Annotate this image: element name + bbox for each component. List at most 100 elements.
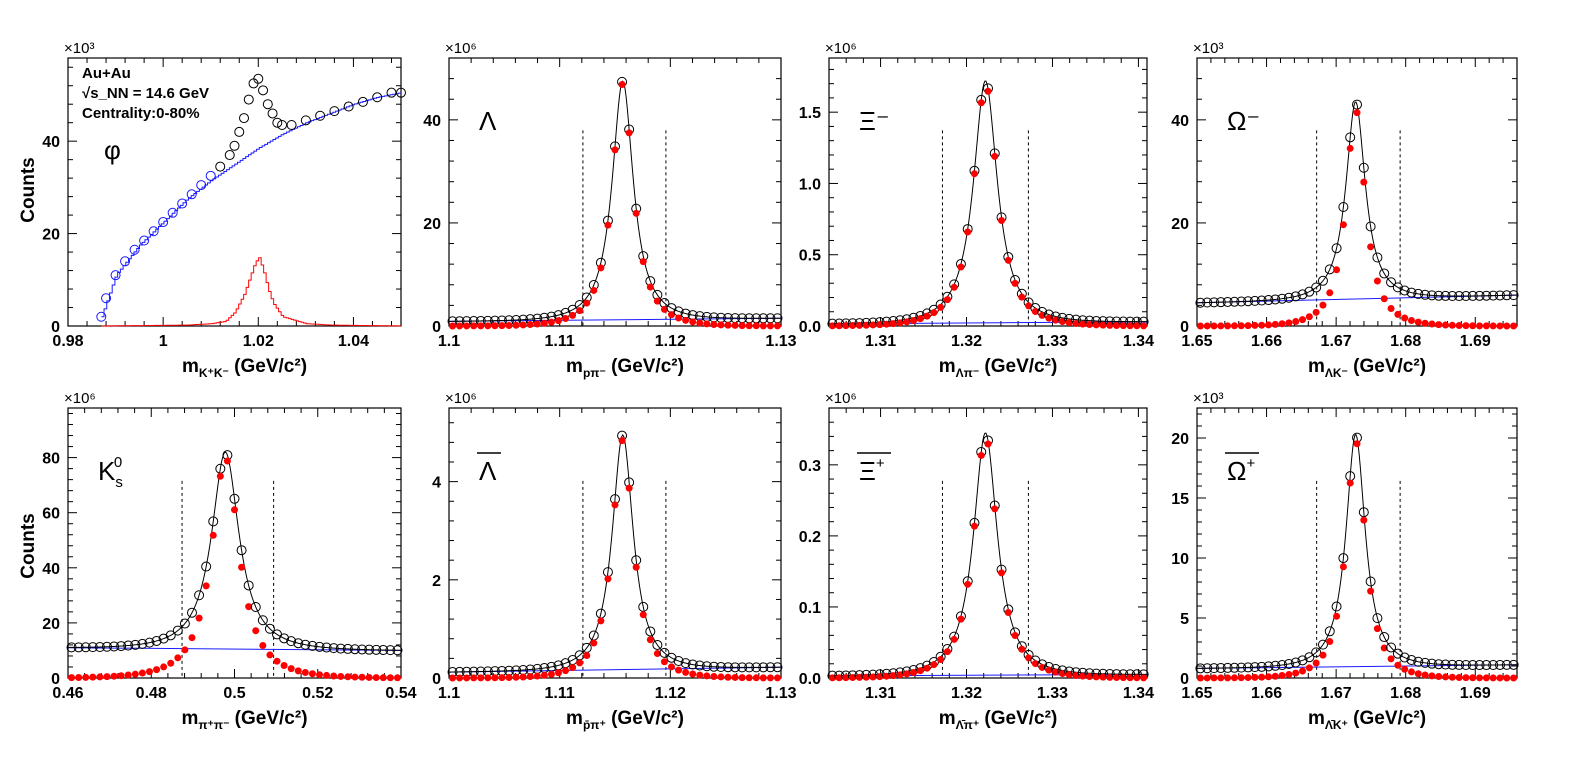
data-point-open bbox=[101, 293, 112, 304]
annotation-text: Au+Au bbox=[82, 65, 131, 82]
y-tick-label: 20 bbox=[42, 616, 60, 633]
data-point-signal bbox=[519, 321, 527, 329]
annotation-text: √s_NN = 14.6 GeV bbox=[82, 85, 209, 102]
data-point-signal bbox=[1414, 670, 1422, 678]
data-point-signal bbox=[1319, 651, 1327, 659]
data-point-signal bbox=[1428, 672, 1436, 680]
data-point-signal bbox=[1244, 322, 1252, 330]
data-point-open bbox=[751, 662, 762, 673]
plot-frame bbox=[828, 407, 1148, 679]
data-point-signal bbox=[597, 617, 605, 625]
panel-phi: 0.98 1 1.02 1.04 0 20 40 ×10³ mK⁺K⁻ (GeV/c²) φ Au+… bbox=[42, 40, 406, 380]
data-point-open bbox=[666, 652, 677, 663]
data-point-open bbox=[1270, 294, 1281, 305]
data-point-open bbox=[1467, 660, 1478, 671]
data-point-signal bbox=[1085, 321, 1093, 329]
data-point-signal bbox=[82, 673, 90, 681]
data-point-signal bbox=[828, 674, 836, 682]
data-point-signal bbox=[1448, 673, 1456, 681]
data-point-open bbox=[1372, 613, 1383, 624]
data-point-signal bbox=[484, 674, 492, 682]
x-tick-label: 0.48 bbox=[136, 685, 167, 702]
data-point-open bbox=[1317, 639, 1328, 650]
data-point-signal bbox=[1305, 313, 1313, 321]
data-point-signal bbox=[1503, 322, 1511, 330]
data-point-signal bbox=[1018, 645, 1026, 653]
data-point-signal bbox=[1251, 673, 1259, 681]
data-point-signal bbox=[937, 303, 945, 311]
data-point-open bbox=[687, 659, 698, 670]
data-point-open bbox=[680, 658, 691, 669]
x-tick-label: 1.02 bbox=[243, 333, 274, 350]
data-point-signal bbox=[1285, 671, 1293, 679]
data-point-signal bbox=[923, 664, 931, 672]
data-point-open bbox=[645, 626, 656, 637]
data-point-signal bbox=[1230, 322, 1238, 330]
data-point-open bbox=[1501, 290, 1512, 301]
data-point-signal bbox=[618, 437, 626, 445]
data-point-open bbox=[1488, 290, 1499, 301]
data-point-signal bbox=[1469, 674, 1477, 682]
data-point-open bbox=[737, 662, 748, 673]
x-tick-label: 1.67 bbox=[1321, 685, 1352, 702]
data-point-signal bbox=[738, 322, 746, 330]
data-point-open bbox=[1501, 659, 1512, 670]
data-point-open bbox=[137, 638, 148, 649]
data-point-open bbox=[1426, 658, 1437, 669]
data-point-signal bbox=[653, 297, 661, 305]
data-point-signal bbox=[1237, 674, 1245, 682]
data-point-signal bbox=[998, 217, 1006, 225]
data-point-open bbox=[1406, 287, 1417, 298]
data-point-open bbox=[264, 623, 275, 634]
x-tick-label: 1.12 bbox=[655, 685, 686, 702]
data-point-signal bbox=[153, 666, 161, 674]
data-point-signal bbox=[964, 580, 972, 588]
data-point-signal bbox=[216, 472, 224, 480]
data-point-signal bbox=[463, 322, 471, 330]
data-point-open bbox=[1345, 132, 1356, 143]
data-point-open bbox=[1386, 277, 1397, 288]
data-point-open bbox=[673, 655, 684, 666]
data-point-signal bbox=[89, 673, 97, 681]
x-tick-label: 1.1 bbox=[438, 685, 460, 702]
data-point-open bbox=[694, 660, 705, 671]
data-point-signal bbox=[1278, 672, 1286, 680]
data-point-signal bbox=[1482, 322, 1490, 330]
data-point-signal bbox=[1360, 516, 1368, 524]
data-point-open bbox=[1195, 297, 1206, 308]
data-point-signal bbox=[1271, 672, 1279, 680]
data-point-open bbox=[1433, 290, 1444, 301]
data-point-signal bbox=[231, 506, 238, 514]
y-tick-label: 40 bbox=[42, 134, 60, 151]
x-axis-label: mπ⁺π⁻ (GeV/c²) bbox=[181, 708, 307, 732]
data-point-signal bbox=[745, 674, 753, 682]
data-point-signal bbox=[174, 654, 182, 662]
panel-xi: 1.31 1.32 1.33 1.34 0.0 0.5 1.0 1.5 ×10⁶ mΛπ⁻ (Ge… bbox=[799, 40, 1154, 380]
data-point-signal bbox=[1401, 665, 1409, 673]
data-point-signal bbox=[323, 671, 331, 679]
data-point-open bbox=[80, 642, 91, 653]
data-point-signal bbox=[1489, 322, 1497, 330]
data-point-open bbox=[1304, 652, 1315, 663]
x-axis-label: mK⁺K⁻ (GeV/c²) bbox=[182, 356, 307, 380]
data-point-open bbox=[1222, 296, 1233, 307]
x-axis-label: mΛK⁻ (GeV/c²) bbox=[1308, 356, 1426, 380]
data-point-signal bbox=[223, 457, 231, 465]
x-tick-label: 1.31 bbox=[865, 333, 896, 350]
data-point-open bbox=[179, 618, 190, 629]
axis-exponent: ×10⁶ bbox=[825, 40, 857, 57]
axis-exponent: ×10³ bbox=[1193, 40, 1223, 57]
data-point-open bbox=[1474, 290, 1485, 301]
data-point-signal bbox=[1210, 674, 1218, 682]
data-point-signal bbox=[668, 311, 676, 319]
data-point-signal bbox=[365, 673, 373, 681]
data-point-open bbox=[1331, 601, 1342, 612]
data-point-signal bbox=[188, 634, 196, 642]
data-point-signal bbox=[1052, 668, 1060, 676]
x-tick-label: 1.04 bbox=[338, 333, 369, 350]
data-point-signal bbox=[632, 209, 640, 217]
data-point-signal bbox=[1469, 322, 1477, 330]
data-point-signal bbox=[998, 569, 1006, 577]
data-point-signal bbox=[498, 322, 506, 330]
data-point-signal bbox=[766, 674, 774, 682]
